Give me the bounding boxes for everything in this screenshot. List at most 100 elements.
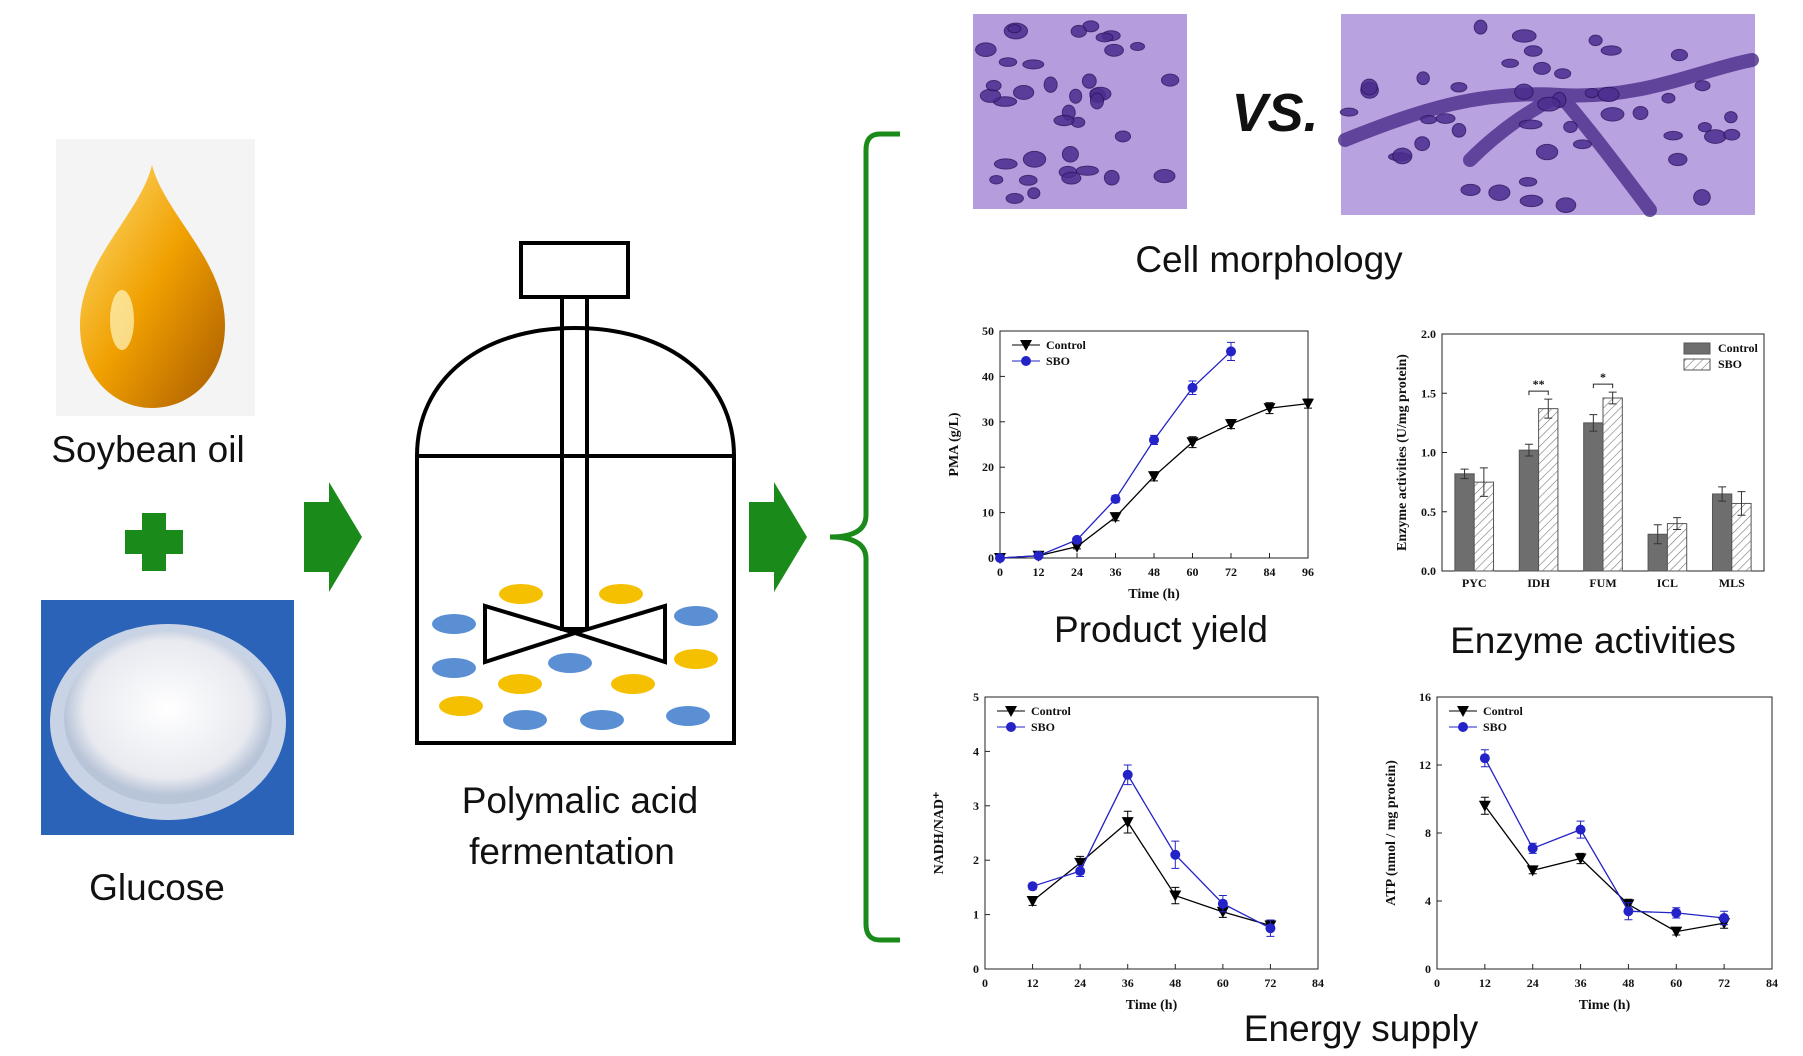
y-tick-label: 0.0: [1421, 564, 1436, 578]
y-tick-label: 2.0: [1421, 327, 1436, 341]
x-tick-label: IDH: [1527, 576, 1550, 590]
error-bar: [1589, 414, 1598, 432]
marker: [1033, 550, 1044, 561]
marker: [1122, 769, 1133, 780]
cell: [975, 42, 997, 57]
legend-marker: [1005, 706, 1017, 717]
series-line: [1032, 821, 1271, 927]
x-tick-label: 36: [1122, 976, 1134, 990]
chart-caption: Energy supply: [1244, 1008, 1479, 1049]
legend-label: Control: [1483, 704, 1523, 718]
cell: [1070, 24, 1087, 38]
x-tick-label: 72: [1718, 976, 1730, 990]
cell: [1103, 169, 1120, 186]
legend-label: SBO: [1046, 354, 1070, 368]
x-tick-label: 48: [1622, 976, 1634, 990]
cell: [1053, 114, 1075, 127]
cell: [1724, 111, 1738, 124]
cell: [1420, 115, 1438, 125]
cell: [1473, 19, 1488, 35]
y-tick-label: 30: [982, 415, 994, 429]
cell: [1104, 43, 1124, 57]
cell: [1597, 86, 1620, 103]
significance-label: *: [1600, 370, 1606, 384]
legend-label: Control: [1718, 341, 1758, 355]
cell: [1460, 183, 1481, 197]
chart-caption: Enzyme activities: [1450, 620, 1736, 661]
cell: [1518, 176, 1538, 187]
legend-marker: [1020, 340, 1032, 351]
cell: [1519, 194, 1544, 208]
marker: [995, 553, 1005, 563]
y-tick-label: 4: [973, 744, 979, 758]
legend-swatch: [1683, 358, 1711, 371]
cell: [1514, 83, 1534, 100]
y-tick-label: 50: [982, 324, 994, 338]
bar: [1538, 408, 1559, 572]
cell: [1694, 80, 1711, 92]
fermenter: [415, 241, 736, 745]
plot-frame: [984, 696, 1319, 970]
y-tick-label: 20: [982, 460, 994, 474]
cell: [1160, 73, 1180, 87]
marker: [1623, 906, 1634, 917]
error-bar: [1737, 491, 1746, 516]
cell: [1584, 88, 1599, 99]
marker: [1478, 800, 1491, 812]
marker: [1265, 923, 1276, 934]
y-tick-label: 5: [973, 690, 979, 704]
cell: [1451, 122, 1467, 138]
x-tick-label: 0: [997, 565, 1003, 579]
marker: [1074, 857, 1087, 869]
x-tick-label: PYC: [1462, 576, 1487, 590]
marker: [1148, 471, 1160, 483]
cell: [1488, 184, 1511, 201]
y-tick-label: 1.0: [1421, 446, 1436, 460]
cell: [1555, 197, 1577, 213]
error-bar: [1544, 398, 1553, 419]
marker: [1186, 437, 1199, 449]
y-tick-label: 1: [973, 908, 979, 922]
series-line: [1484, 805, 1725, 933]
cell: [1095, 32, 1114, 43]
cell: [1600, 107, 1625, 122]
cell: [998, 57, 1018, 67]
cell: [1339, 107, 1359, 117]
y-tick-label: 0: [1425, 962, 1431, 976]
x-tick-label: 60: [1670, 976, 1682, 990]
marker: [1225, 419, 1237, 431]
x-tick-label: 84: [1264, 565, 1276, 579]
input-label: Glucose: [89, 867, 225, 908]
arrow: [749, 482, 807, 592]
legend-label: Control: [1031, 704, 1071, 718]
x-tick-label: 12: [1479, 976, 1491, 990]
cell: [1668, 152, 1688, 167]
input-label: Soybean oil: [51, 429, 244, 470]
marker: [1526, 865, 1539, 877]
marker: [1479, 753, 1490, 764]
x-tick-label: 12: [1033, 565, 1045, 579]
y-axis-label: Enzyme activities (U/mg protein): [1395, 354, 1410, 551]
marker: [1670, 926, 1683, 938]
cell: [1392, 147, 1413, 165]
significance-bracket: [1592, 383, 1614, 389]
oil-drop: [80, 165, 225, 408]
cell: [1043, 76, 1058, 93]
bar: [1454, 473, 1475, 572]
cell: [1022, 59, 1045, 70]
marker: [1574, 853, 1587, 865]
marker: [1075, 866, 1086, 877]
marker: [1187, 382, 1198, 393]
x-tick-label: 36: [1575, 976, 1587, 990]
y-axis-label: ATP (nmol / mg protein): [1384, 760, 1399, 906]
error-bar: [1673, 517, 1682, 531]
bar: [1583, 422, 1604, 572]
cell: [1518, 119, 1543, 130]
series-line: [1484, 757, 1725, 919]
legend-swatch: [1683, 342, 1711, 355]
x-tick-label: ICL: [1657, 576, 1678, 590]
y-axis-label: PMA (g/L): [947, 412, 962, 476]
cell: [1130, 41, 1146, 51]
bracket: [829, 131, 900, 943]
cell: [1012, 84, 1035, 100]
